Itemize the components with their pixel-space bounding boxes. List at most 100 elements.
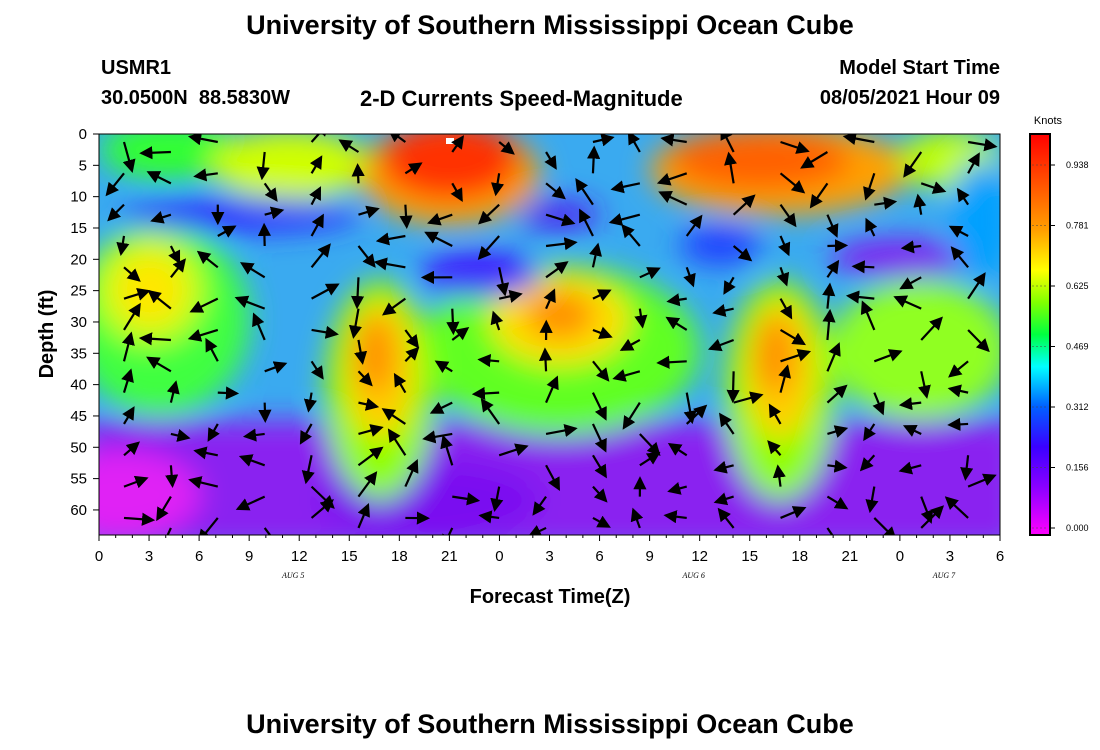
page-title: University of Southern Mississippi Ocean… [246, 10, 854, 40]
current-vector-arrow [899, 276, 922, 290]
current-vector-arrow [357, 370, 373, 387]
current-vector-arrow [189, 297, 219, 313]
current-vector-arrow [947, 384, 969, 398]
current-vector-arrow [947, 417, 969, 431]
current-vector-arrow [358, 424, 384, 437]
current-vector-arrow [639, 451, 661, 467]
current-vector-arrow [720, 134, 735, 153]
current-vector-arrow [779, 329, 806, 346]
current-vector-arrow [310, 134, 329, 143]
current-vector-arrow [404, 459, 419, 488]
current-vector-arrow [217, 386, 240, 400]
current-vector-arrow [733, 391, 764, 405]
current-vector-arrow [123, 287, 151, 301]
y-tick-label: 40 [70, 377, 87, 394]
current-vector-arrow [375, 232, 406, 246]
current-vector-arrow [800, 151, 828, 169]
current-vector-arrow [123, 302, 141, 331]
x-tick-label: 9 [245, 548, 253, 565]
current-vector-arrow [491, 173, 505, 197]
current-vector-arrow [496, 267, 510, 297]
current-vector-arrow [591, 392, 607, 421]
current-vector-arrow [683, 266, 696, 288]
model-start-time: 08/05/2021 Hour 09 [819, 87, 1000, 109]
current-vector-arrow [903, 151, 923, 178]
current-vector-arrow [239, 262, 266, 279]
current-vector-arrow [621, 223, 641, 247]
current-vector-arrow [592, 360, 610, 382]
date-label: AUG 5 [281, 571, 304, 580]
current-vector-arrow [139, 146, 171, 160]
x-tick-label: 3 [946, 548, 954, 565]
current-vector-arrow [627, 134, 641, 153]
current-vector-arrow [264, 206, 285, 220]
current-vector-arrow [354, 339, 368, 365]
current-vector-arrow [732, 194, 756, 216]
x-tick-label: 3 [145, 548, 153, 565]
current-vector-arrow [490, 310, 504, 331]
current-vector-arrow [732, 245, 753, 262]
current-vector-arrow [967, 138, 998, 152]
chart-subtitle: 2-D Currents Speed-Magnitude [360, 86, 683, 111]
current-vector-arrow [592, 454, 607, 479]
current-vector-arrow [827, 425, 849, 438]
current-vector-arrow [622, 402, 641, 430]
current-vector-arrow [217, 225, 237, 238]
current-vector-arrow [874, 196, 898, 210]
current-vector-arrow [845, 290, 875, 304]
x-tick-label: 6 [996, 548, 1004, 565]
current-vector-arrow [913, 193, 927, 215]
current-vector-arrow [723, 276, 736, 295]
current-vector-arrow [666, 293, 687, 307]
current-vector-arrow [779, 204, 797, 228]
y-tick-label: 55 [70, 471, 87, 488]
colorbar-tick-label: 0.625 [1066, 281, 1089, 291]
current-vector-arrow [589, 242, 602, 268]
y-tick-label: 45 [70, 408, 87, 425]
current-vector-arrow [713, 492, 734, 506]
colorbar-tick-label: 0.000 [1066, 523, 1089, 533]
current-vector-arrow [165, 465, 179, 489]
y-tick-label: 20 [70, 251, 87, 268]
current-vector-arrow [146, 356, 172, 373]
current-vector-arrow [873, 517, 897, 535]
current-vector-arrow [663, 510, 687, 524]
current-vector-arrow [893, 295, 922, 310]
x-tick-label: 12 [291, 548, 308, 565]
current-vector-arrow [826, 259, 840, 278]
current-vector-arrow [767, 440, 782, 457]
current-vector-arrow [543, 288, 556, 310]
current-vector-arrow [242, 428, 265, 442]
current-vector-arrow [639, 267, 661, 280]
y-tick-label: 35 [70, 345, 87, 362]
current-vector-arrow [592, 289, 612, 302]
current-vector-arrow [235, 495, 266, 511]
current-vector-arrow [827, 239, 849, 253]
x-tick-label: 18 [791, 548, 808, 565]
current-vector-arrow [920, 316, 943, 341]
colorbar-tick-label: 0.938 [1066, 160, 1089, 170]
current-vector-arrow [387, 428, 407, 456]
current-vector-arrow [920, 181, 947, 194]
x-axis-label: Forecast Time(Z) [470, 586, 631, 608]
current-vector-arrow [726, 371, 740, 404]
current-vector-arrow [545, 375, 559, 404]
x-tick-label: 21 [441, 548, 458, 565]
current-vector-arrow [311, 283, 340, 300]
current-vector-arrow [948, 225, 969, 238]
current-vector-arrow [440, 434, 454, 466]
colorbar: 0.938 0.781 0.625 0.469 0.312 0.156 0.000 [1029, 133, 1089, 536]
current-vector-arrow [147, 289, 172, 310]
current-vector-arrow [477, 353, 500, 368]
current-vector-arrow [451, 327, 470, 341]
current-vector-arrow [146, 171, 172, 185]
current-vector-arrow [338, 139, 360, 153]
current-vector-arrow [719, 412, 735, 435]
current-vector-arrow [950, 246, 969, 269]
current-vector-arrow [863, 423, 876, 442]
current-vector-arrow [656, 172, 688, 186]
current-vector-arrow [480, 398, 501, 425]
current-vector-arrow [299, 423, 313, 445]
current-vector-arrow [310, 213, 324, 237]
